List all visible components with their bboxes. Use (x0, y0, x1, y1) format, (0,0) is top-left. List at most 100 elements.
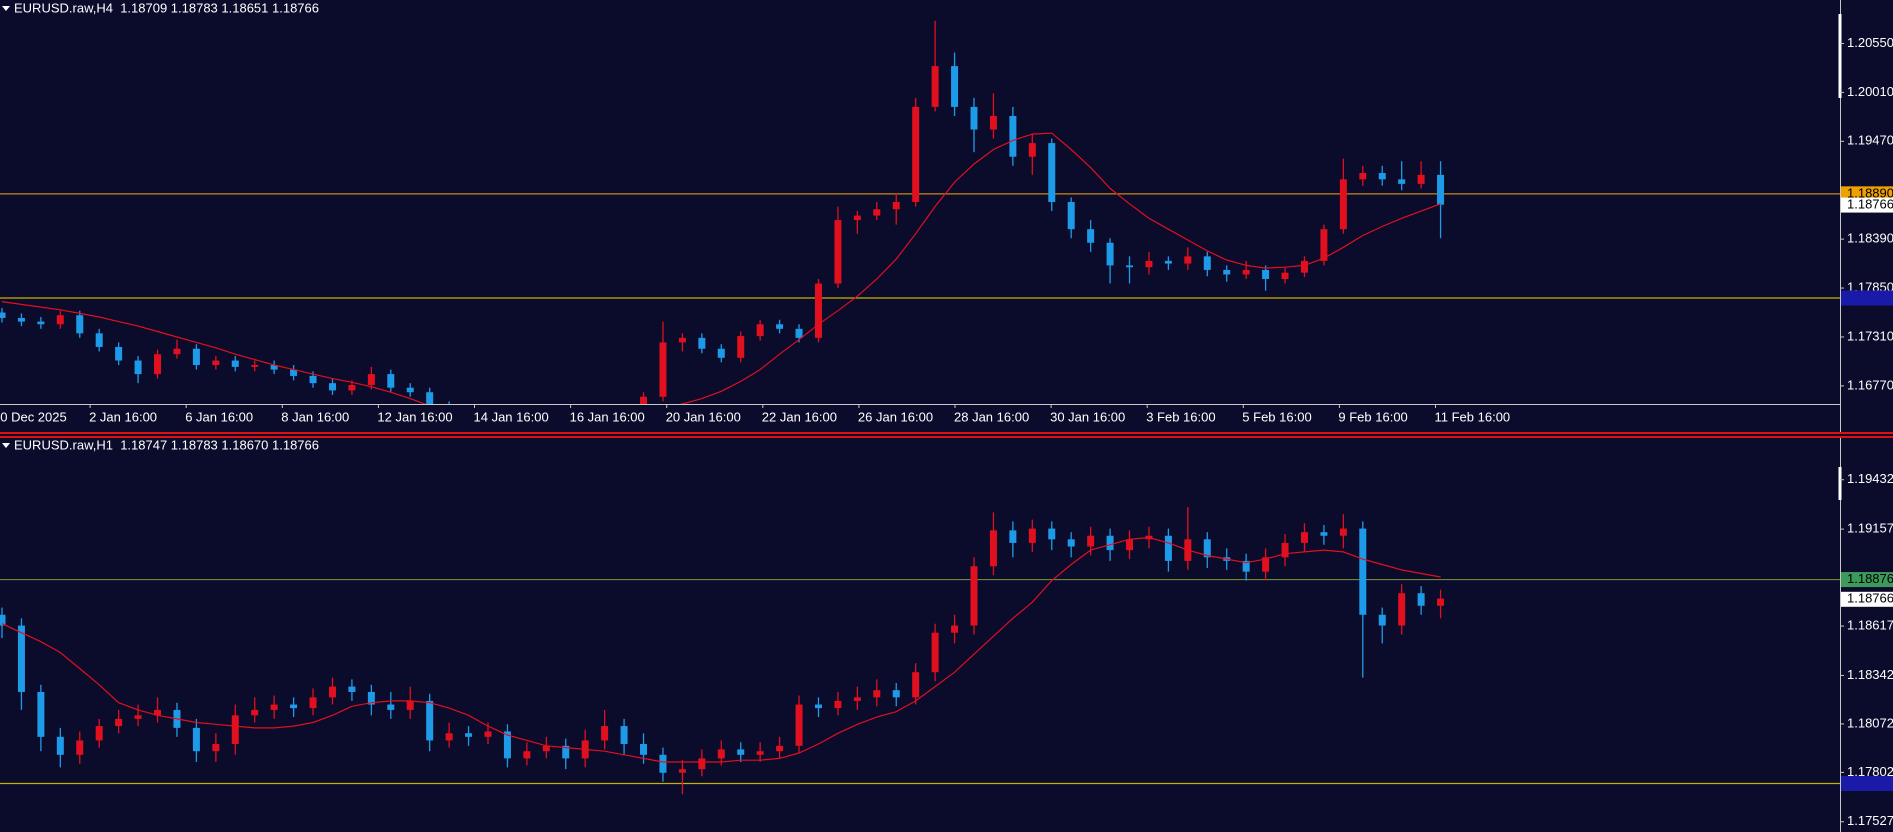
candle-body (678, 769, 686, 773)
candle-body (367, 691, 375, 705)
candle-body (756, 751, 764, 755)
y-tick-label: 1.18390 (1847, 231, 1893, 246)
candle-body (1339, 528, 1347, 536)
candle-body (484, 731, 492, 737)
candle-body (601, 726, 609, 741)
x-tick-label: 26 Jan 16:00 (858, 409, 933, 424)
candle-body (912, 106, 920, 202)
y-tick-label: 1.18342 (1847, 667, 1893, 682)
collapse-arrow[interactable] (2, 6, 10, 11)
candle-body (1184, 256, 1192, 264)
candle-body (115, 718, 123, 727)
candle-body (251, 365, 259, 367)
candle-body (834, 220, 842, 284)
candle-body (640, 744, 648, 755)
x-tick-label: 8 Jan 16:00 (281, 409, 349, 424)
y-tick-label: 1.18072 (1847, 715, 1893, 730)
plot-area (0, 20, 1840, 404)
candle-body (1145, 260, 1153, 268)
candle-body (698, 337, 706, 349)
candle-body (1339, 179, 1347, 230)
candle-body (309, 375, 317, 384)
candle-body (270, 365, 278, 370)
candle-body (1359, 173, 1367, 180)
candle-body (756, 324, 764, 337)
moving-average (1, 536, 1441, 763)
candle-body (795, 704, 803, 746)
candle-body (1126, 539, 1134, 551)
candle-body (562, 745, 570, 759)
candle-body (251, 709, 259, 716)
candle-body (17, 625, 25, 692)
candle-body (1223, 269, 1231, 275)
candle-body (1281, 542, 1289, 558)
candle-body (328, 686, 336, 698)
last-price-label: 1.18766 (1847, 591, 1893, 606)
candle-body (1048, 143, 1056, 202)
candle-body (387, 704, 395, 710)
candle-body (873, 209, 881, 216)
candle-body (0, 614, 6, 626)
x-tick-label: 9 Feb 16:00 (1338, 409, 1407, 424)
x-tick-label: 11 Feb 16:00 (1435, 409, 1511, 424)
candle-body (426, 392, 434, 404)
candle-body (1378, 614, 1386, 626)
candle-body (95, 333, 103, 347)
candle-body (659, 754, 667, 773)
candle-body (1087, 535, 1095, 547)
candle-body (931, 632, 939, 673)
candle-body (834, 700, 842, 709)
candle-body (115, 346, 123, 361)
candle-body (1300, 260, 1308, 273)
candle-body (873, 690, 881, 698)
candle-body (951, 625, 959, 633)
candle-body (0, 312, 6, 318)
candle-body (37, 321, 45, 325)
chart-header: EURUSD.raw,H4 1.18709 1.18783 1.18651 1.… (14, 0, 319, 15)
candle-body (231, 360, 239, 367)
candle-body (1437, 598, 1445, 606)
last-price-tag (1841, 197, 1893, 213)
candle-body (542, 745, 550, 752)
y-tick-label: 1.20550 (1847, 35, 1893, 50)
candle-body (1203, 256, 1211, 270)
y-tick-label: 1.17310 (1847, 328, 1893, 343)
collapse-arrow[interactable] (2, 443, 10, 448)
candle-body (1009, 530, 1017, 543)
candle-body (1398, 593, 1406, 626)
candle-body (1087, 229, 1095, 243)
moving-average (1, 132, 1441, 404)
candle-body (465, 733, 473, 737)
candle-body (1203, 539, 1211, 558)
x-tick-label: 22 Jan 16:00 (762, 409, 837, 424)
candle-body (620, 726, 628, 745)
candle-body (56, 315, 64, 325)
candle-body (17, 317, 25, 322)
price-level-tag (1841, 776, 1893, 792)
candle-body (951, 66, 959, 107)
candle-body (1281, 272, 1289, 279)
candle-body (1359, 528, 1367, 615)
candle-body (717, 348, 725, 358)
candle-body (154, 709, 162, 716)
candle-body (173, 348, 181, 355)
candle-body (989, 530, 997, 567)
candle-body (37, 691, 45, 737)
candle-body (290, 704, 298, 709)
candle-body (970, 566, 978, 626)
last-price-tag (1841, 591, 1893, 607)
candle-body (134, 715, 142, 719)
candle-body (717, 749, 725, 759)
candle-body (192, 727, 200, 752)
candle-body (1028, 528, 1036, 543)
candle-body (776, 324, 784, 329)
price-axis: 1.205501.200101.194701.183901.178501.173… (1840, 35, 1893, 828)
candle-body (406, 387, 414, 393)
candle-body (76, 740, 84, 755)
candle-body (387, 374, 395, 388)
candle-body (76, 315, 84, 334)
y-tick-label: 1.19470 (1847, 133, 1893, 148)
candle-body (1164, 535, 1172, 561)
candle-body (1417, 174, 1425, 184)
